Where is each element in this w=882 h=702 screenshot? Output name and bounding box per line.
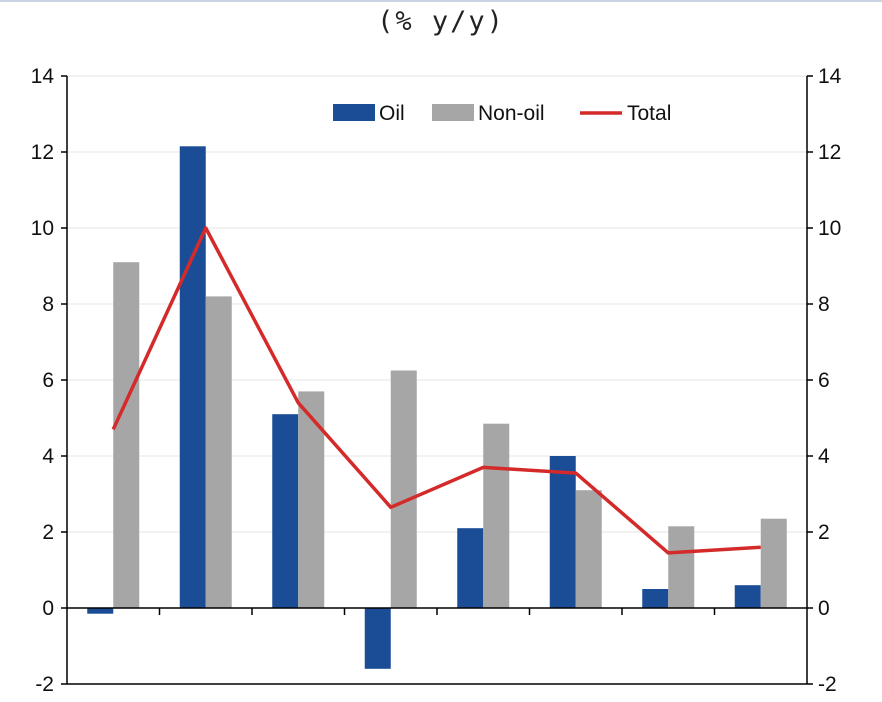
left-y-tick-label: 14 (31, 65, 55, 88)
total-line-group (111, 226, 761, 555)
left-y-tick-label: 6 (42, 369, 54, 392)
right-y-tick-label: 4 (818, 445, 830, 468)
oil-bar (642, 589, 669, 608)
right-y-tick-label: -2 (818, 673, 837, 696)
left-y-tick-label: -2 (35, 673, 54, 696)
non-oil-bar (390, 370, 417, 608)
oil-bar (549, 456, 576, 608)
total-line (111, 226, 761, 555)
right-y-tick-label: 2 (818, 521, 830, 544)
non-oil-bar (483, 423, 510, 608)
oil-bar (457, 528, 484, 608)
left-y-tick-label: 12 (31, 141, 54, 164)
non-oil-bar (298, 391, 325, 608)
left-y-tick-label: 0 (42, 597, 54, 620)
oil-bar (364, 608, 391, 669)
axes (61, 75, 813, 685)
legend-total-label: Total (627, 102, 671, 125)
legend-oil-label: Oil (379, 102, 405, 125)
non-oil-bar (113, 262, 140, 608)
right-y-tick-label: 0 (818, 597, 830, 620)
oil-bar (272, 414, 299, 608)
oil-bar (734, 585, 761, 608)
gridlines (67, 75, 807, 533)
legend-non-oil-label: Non-oil (478, 102, 545, 125)
legend: Oil Non-oil Total (333, 102, 671, 125)
legend-non-oil-swatch (432, 104, 474, 121)
right-y-tick-label: 12 (818, 141, 841, 164)
legend-oil-swatch (333, 104, 375, 121)
non-oil-bar (668, 526, 695, 608)
non-oil-bar (205, 296, 232, 608)
bars (87, 146, 787, 669)
oil-bar (179, 146, 206, 609)
non-oil-bar (575, 490, 602, 608)
tick-labels: -2 0 2 4 6 8 10 12 14 -2 0 2 4 6 8 10 12 14 (31, 65, 842, 696)
right-y-tick-label: 8 (818, 293, 830, 316)
oil-bar (87, 608, 114, 614)
top-border (0, 0, 882, 2)
right-y-tick-label: 6 (818, 369, 830, 392)
left-y-tick-label: 2 (42, 521, 54, 544)
left-y-tick-label: 8 (42, 293, 54, 316)
chart-subtitle: (% y/y) (377, 6, 505, 37)
right-y-tick-label: 10 (818, 217, 841, 240)
non-oil-bar (760, 518, 787, 608)
left-y-tick-label: 4 (42, 445, 54, 468)
left-y-tick-label: 10 (31, 217, 54, 240)
right-y-tick-label: 14 (818, 65, 842, 88)
